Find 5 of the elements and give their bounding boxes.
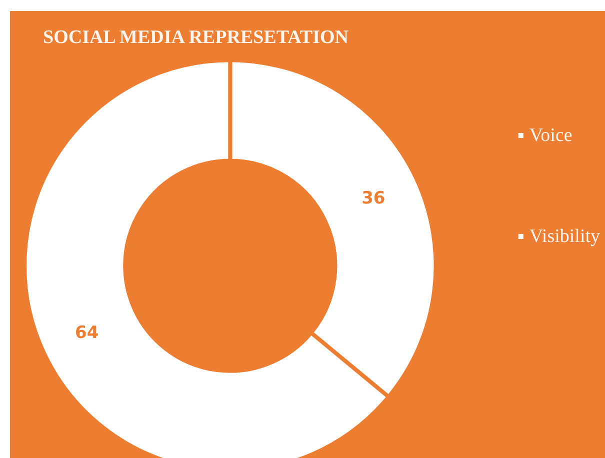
data-label: 64 <box>75 323 99 344</box>
legend-label: Voice <box>529 125 572 146</box>
legend-label: Visibility <box>529 226 600 247</box>
data-label: 36 <box>362 188 386 208</box>
chart-title: SOCIAL MEDIA REPRESETATION <box>43 27 349 48</box>
